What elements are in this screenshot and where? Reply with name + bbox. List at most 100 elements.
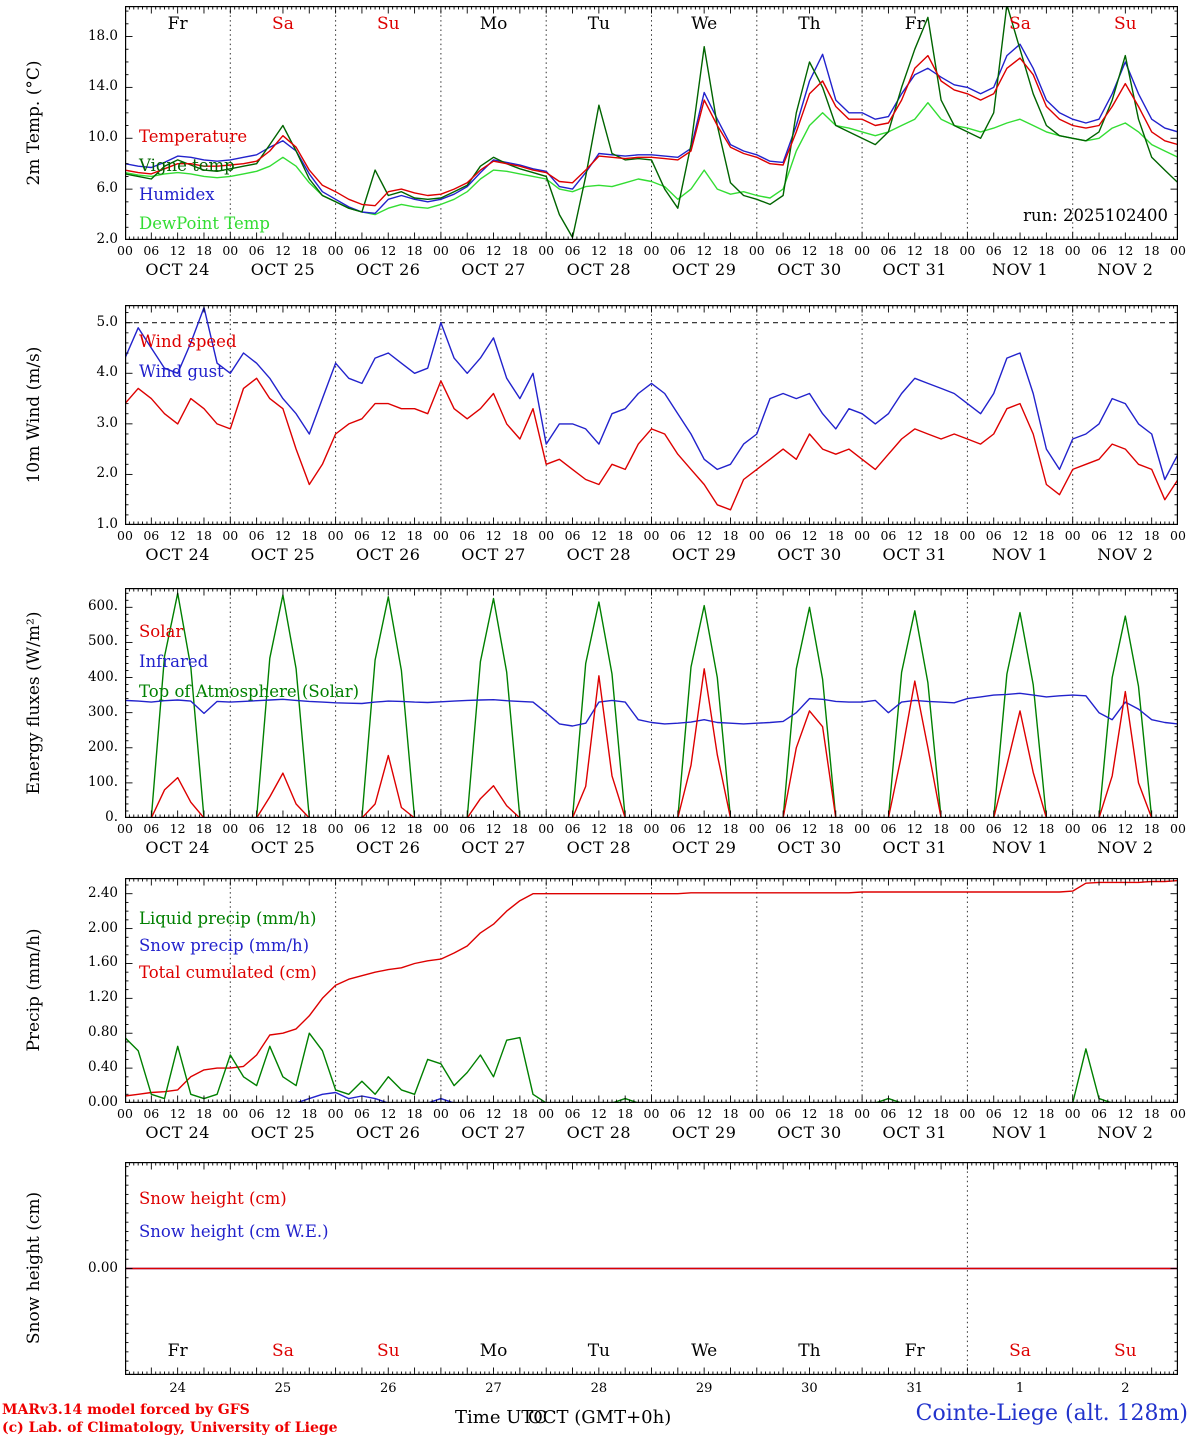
wind-ytick-label: 2.0: [96, 465, 118, 482]
solar-line: [125, 668, 1178, 818]
hour-tick-label: 12: [696, 821, 713, 836]
hour-tick-label: 18: [617, 821, 634, 836]
hour-tick-label: 00: [854, 243, 871, 258]
energy-fluxes-ytick-label: 0.: [105, 809, 118, 825]
date-label: OCT 26: [356, 838, 421, 857]
hour-tick-label: 12: [906, 528, 923, 543]
date-label: OCT 27: [461, 1123, 526, 1142]
day-number-label: 29: [695, 1381, 713, 1396]
hour-tick-label: 12: [696, 243, 713, 258]
credit-lab-line: (c) Lab. of Climatology, University of L…: [2, 1420, 338, 1436]
hour-tick-label: 18: [827, 1106, 844, 1121]
hour-tick-label: 00: [1064, 821, 1081, 836]
dewpoint-temp-line: [125, 101, 1178, 216]
energy-fluxes-chart: [125, 588, 1178, 818]
vigne-temp-legend-label: Vigne temp: [139, 156, 235, 175]
hour-tick-label: 18: [933, 821, 950, 836]
energy-fluxes-ytick-label: 500.: [87, 633, 118, 650]
day-number-label: 2: [1121, 1381, 1130, 1396]
dayofweek-label-bottom: Sa: [272, 1341, 294, 1361]
hour-tick-label: 00: [959, 1106, 976, 1121]
hour-tick-label: 18: [406, 528, 423, 543]
hour-tick-label: 06: [564, 1106, 581, 1121]
dayofweek-label-top: Su: [1114, 14, 1137, 34]
humidex-line: [125, 43, 1178, 215]
precip-ytick-label: 1.60: [87, 954, 118, 971]
hour-tick-label: 06: [143, 1106, 160, 1121]
hour-tick-label: 06: [775, 821, 792, 836]
wind-speed-legend-label: Wind speed: [139, 332, 237, 351]
date-label: OCT 24: [145, 1123, 210, 1142]
hour-tick-label: 12: [1117, 821, 1134, 836]
hour-tick-label: 12: [274, 243, 291, 258]
dayofweek-label-bottom: Mo: [479, 1341, 508, 1361]
wind-gust-legend-label: Wind gust: [139, 362, 224, 381]
hour-tick-label: 00: [538, 1106, 555, 1121]
date-label: OCT 31: [882, 1123, 947, 1142]
date-label: OCT 31: [882, 838, 947, 857]
temperature-ytick-label: 14.0: [87, 78, 118, 95]
hour-tick-label: 00: [643, 243, 660, 258]
hour-tick-label: 06: [880, 1106, 897, 1121]
wind-ytick-label: 5.0: [96, 313, 118, 330]
snow-height-plot: [125, 1162, 1178, 1375]
temperature-chart: [125, 6, 1178, 240]
hour-tick-label: 12: [380, 528, 397, 543]
hour-tick-label: 06: [985, 1106, 1002, 1121]
temperature-legend: Temperature Vigne temp Humidex DewPoint Tem…: [139, 122, 270, 238]
hour-tick-label: 18: [933, 1106, 950, 1121]
dayofweek-label-top: Fr: [904, 14, 925, 34]
temperature-legend-label: Temperature: [139, 127, 248, 146]
hour-tick-label: 18: [933, 243, 950, 258]
day-number-label: 26: [379, 1381, 397, 1396]
hour-tick-label: 12: [696, 1106, 713, 1121]
hour-tick-label: 00: [222, 1106, 239, 1121]
snow-height-chart: [125, 1162, 1178, 1375]
date-label: NOV 2: [1097, 1123, 1154, 1142]
hour-tick-label: 00: [1170, 243, 1186, 258]
hour-tick-label: 06: [143, 821, 160, 836]
hour-tick-label: 06: [985, 243, 1002, 258]
hour-tick-label: 18: [301, 528, 318, 543]
date-label: OCT 28: [566, 838, 632, 857]
date-label: OCT 30: [777, 545, 842, 564]
snow-height-we-legend-label: Snow height (cm W.E.): [139, 1222, 329, 1241]
precip-ytick-label: 2.00: [87, 919, 118, 936]
date-label: OCT 27: [461, 260, 526, 279]
hour-tick-label: 06: [1091, 821, 1107, 836]
hour-tick-label: 18: [196, 243, 212, 258]
wind-legend: Wind speed Wind gust: [139, 327, 237, 387]
dayofweek-label-top: Tu: [587, 14, 610, 34]
hour-tick-label: 12: [274, 528, 291, 543]
date-label: OCT 24: [145, 260, 210, 279]
date-label: NOV 1: [991, 1123, 1049, 1142]
hour-tick-label: 00: [222, 243, 239, 258]
hour-tick-label: 00: [327, 821, 344, 836]
dayofweek-label-bottom: Tu: [587, 1341, 610, 1361]
hour-tick-label: 00: [1170, 821, 1186, 836]
precip-chart: [125, 878, 1178, 1103]
precip-ytick-label: 0.00: [87, 1094, 118, 1110]
date-label: OCT 27: [461, 838, 526, 857]
wind-speed-line: [125, 377, 1178, 511]
credit-model-line: MARv3.14 model forced by GFS: [2, 1402, 250, 1418]
hour-tick-label: 06: [880, 528, 897, 543]
dayofweek-label-top: Mo: [479, 14, 508, 34]
energy-fluxes-ytick-label: 200.: [87, 738, 118, 755]
hour-tick-label: 00: [643, 1106, 660, 1121]
hour-tick-label: 12: [274, 1106, 291, 1121]
day-number-label: 24: [169, 1381, 186, 1396]
hour-tick-label: 00: [748, 821, 765, 836]
precip-ytick-label: 2.40: [87, 884, 118, 901]
hour-tick-label: 18: [301, 243, 318, 258]
date-label: OCT 26: [356, 260, 421, 279]
hour-tick-label: 00: [1170, 1106, 1186, 1121]
date-label: OCT 28: [566, 545, 632, 564]
hour-tick-label: 00: [327, 243, 344, 258]
dewpoint-temp-legend-label: DewPoint Temp: [139, 214, 270, 233]
hour-tick-label: 06: [880, 821, 897, 836]
toa-solar-line: [125, 592, 1178, 818]
plot-frame: [125, 1162, 1178, 1375]
hour-tick-label: 12: [590, 528, 607, 543]
wind-ytick-label: 3.0: [96, 414, 118, 431]
